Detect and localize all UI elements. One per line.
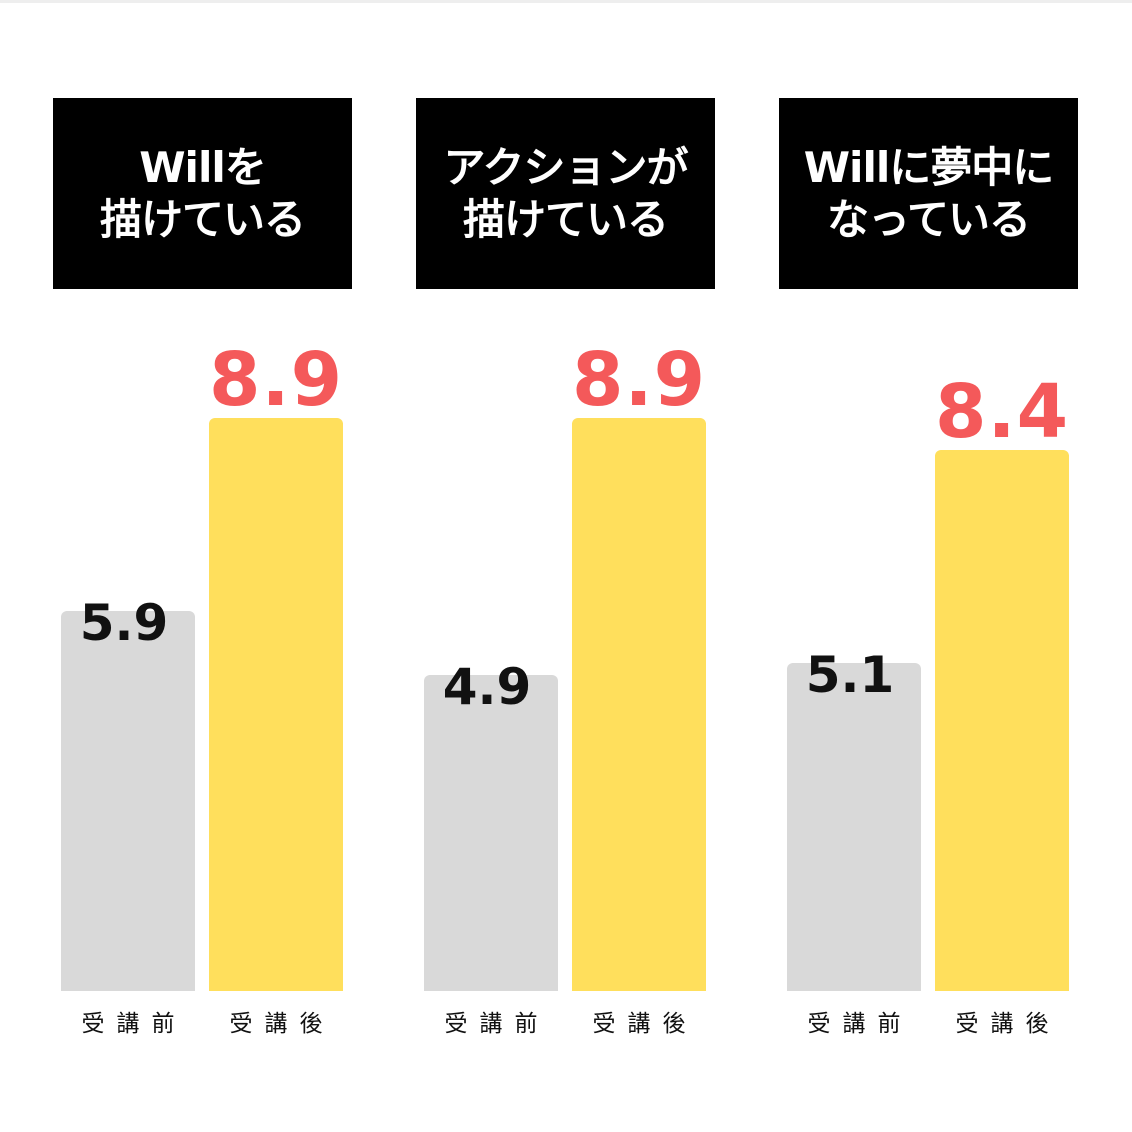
chart-title-box: Willに夢中に なっている xyxy=(779,98,1078,289)
category-label: 受講前 xyxy=(807,1011,913,1037)
value-label-before: 5.1 xyxy=(805,645,895,704)
chart-title: Willを 描けている xyxy=(99,142,306,244)
top-divider xyxy=(0,0,1132,3)
chart-title: Willに夢中に なっている xyxy=(803,142,1055,244)
category-label: 受講前 xyxy=(444,1011,550,1037)
category-label: 受講後 xyxy=(229,1011,335,1037)
bar-after xyxy=(572,417,706,991)
bar-after xyxy=(209,417,343,991)
chart-title-box: Willを 描けている xyxy=(53,98,352,289)
category-label: 受講後 xyxy=(592,1011,698,1037)
bar-before xyxy=(424,675,558,991)
value-label-after: 8.4 xyxy=(935,369,1070,456)
bar-before xyxy=(787,662,921,991)
chart-title-box: アクションが 描けている xyxy=(416,98,715,289)
category-label: 受講後 xyxy=(955,1011,1061,1037)
bar-after xyxy=(935,450,1069,991)
value-label-before: 5.9 xyxy=(79,594,169,653)
value-label-before: 4.9 xyxy=(442,658,532,717)
value-label-after: 8.9 xyxy=(209,336,344,423)
value-label-after: 8.9 xyxy=(572,336,707,423)
chart-title: アクションが 描けている xyxy=(443,142,689,244)
category-label: 受講前 xyxy=(81,1011,187,1037)
bar-before xyxy=(61,611,195,991)
